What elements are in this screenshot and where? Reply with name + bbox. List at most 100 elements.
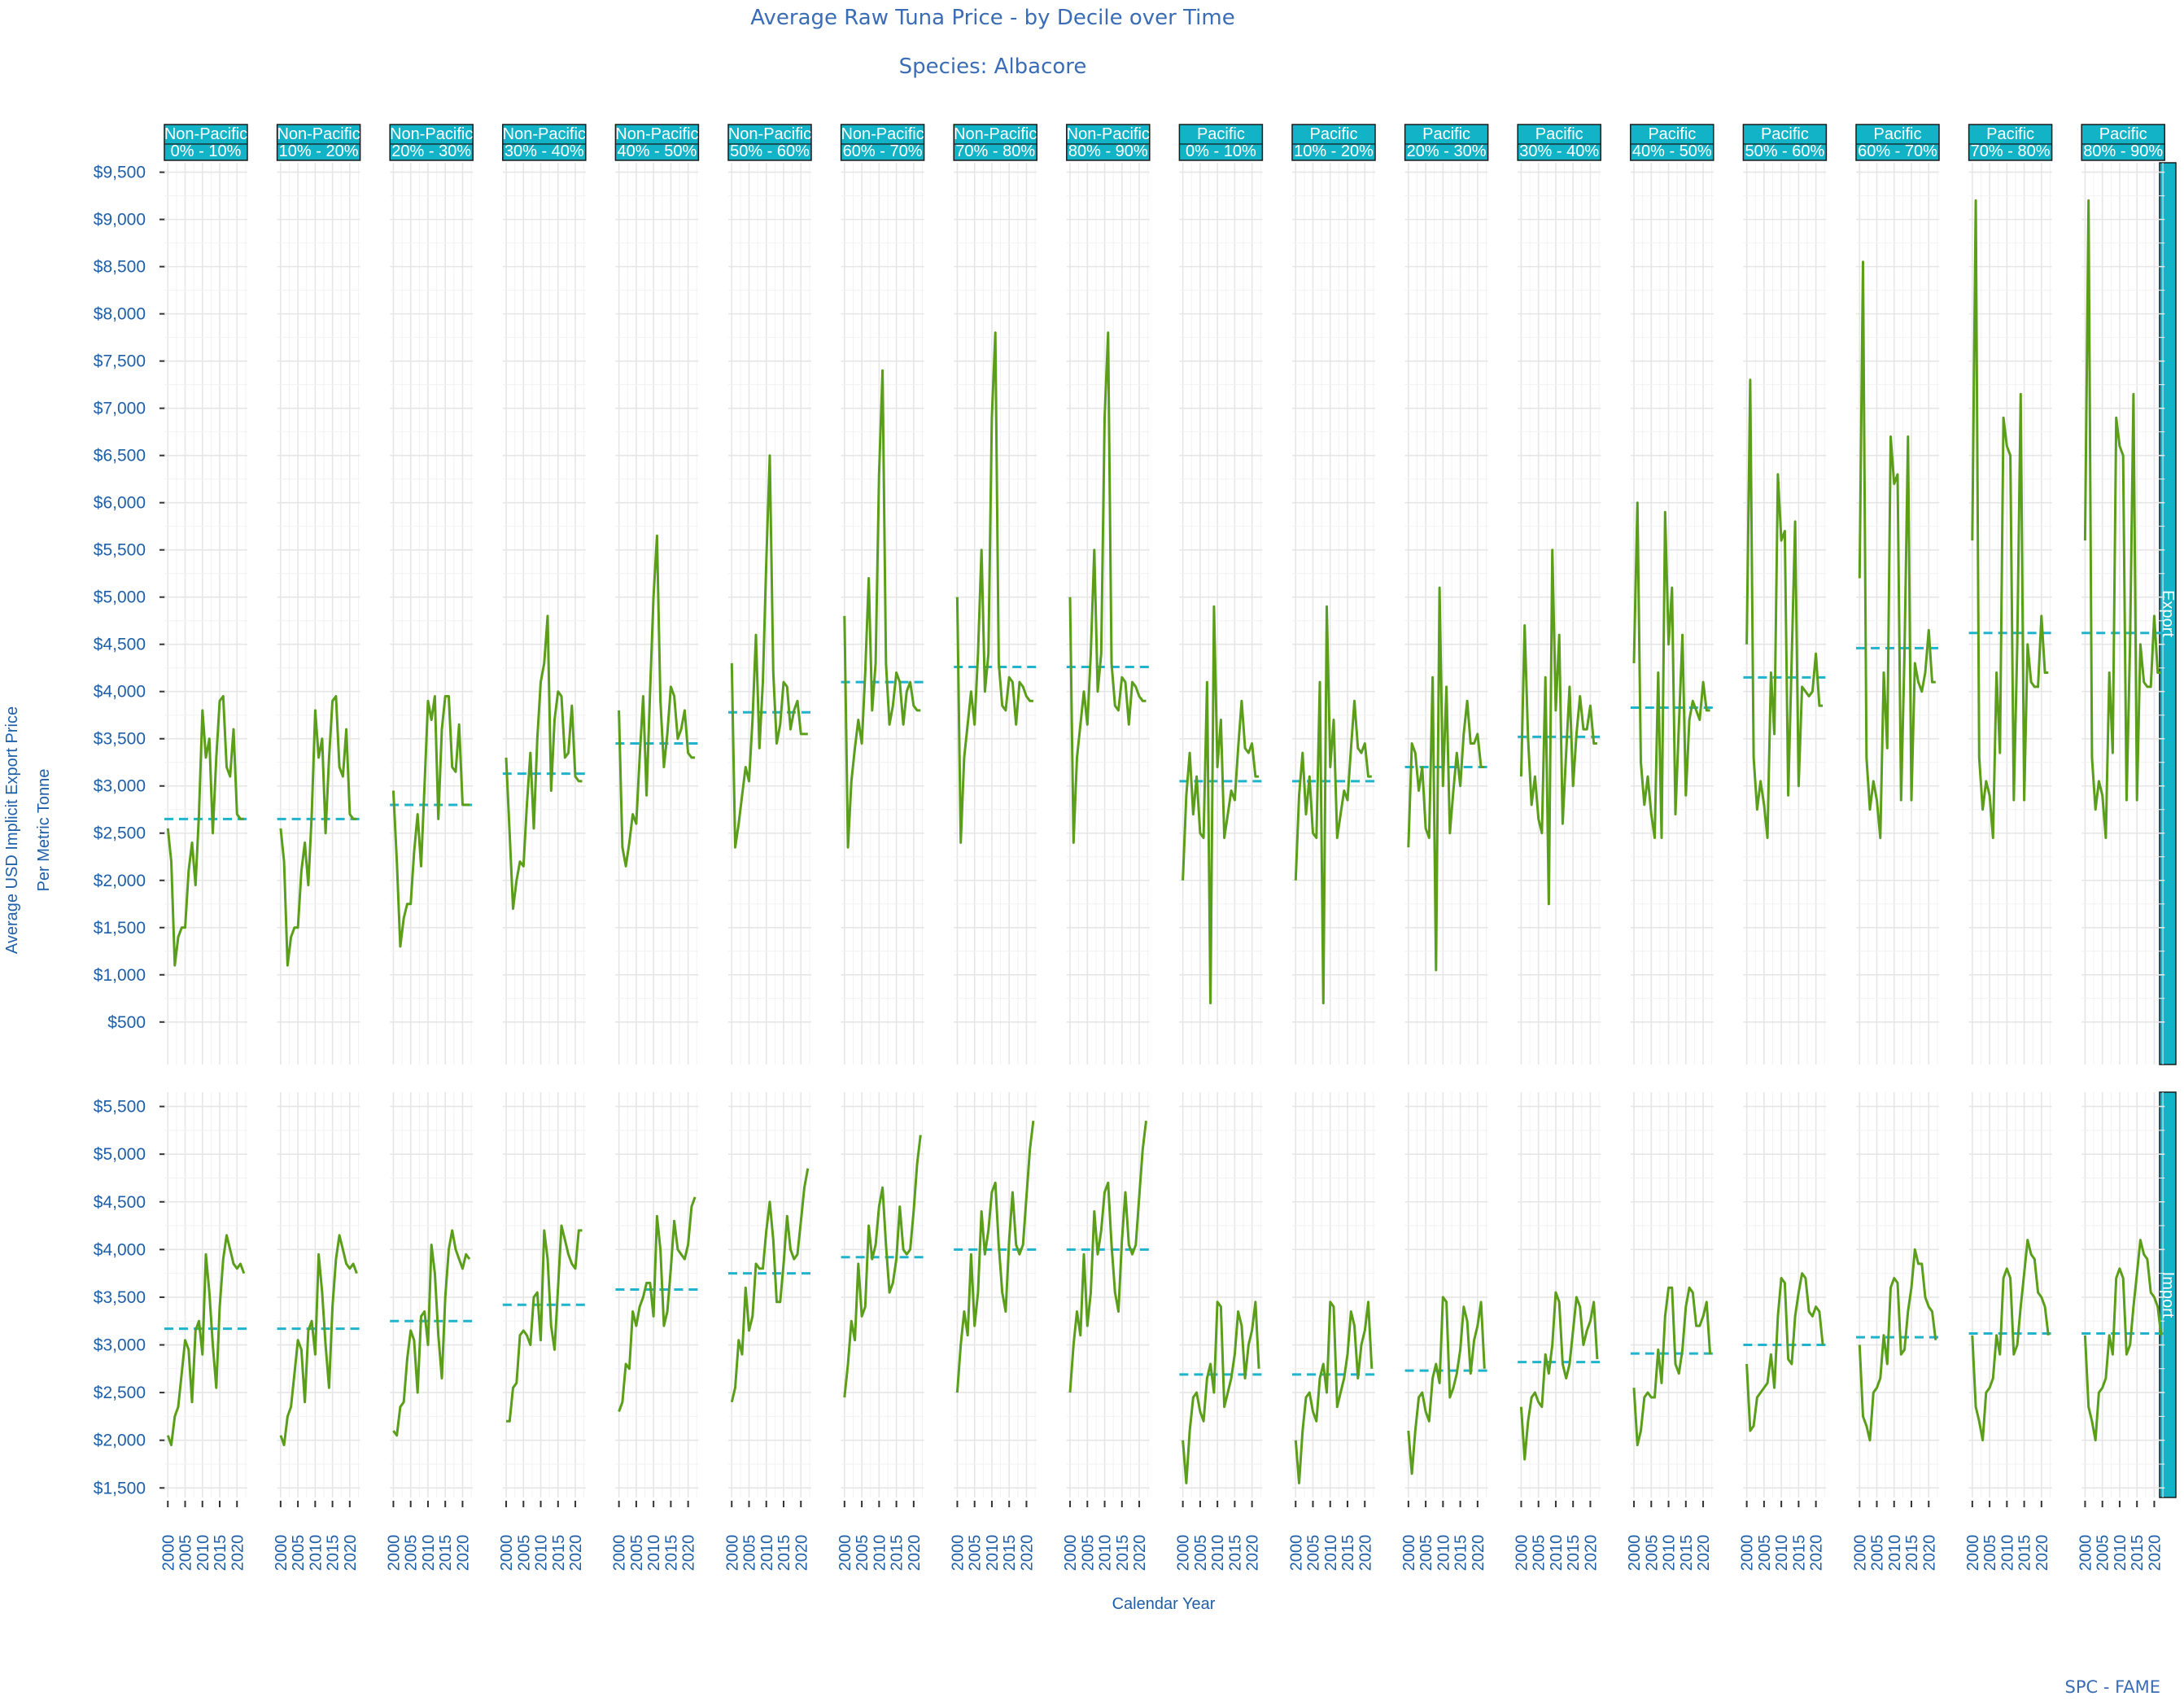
- x-tick-label: 2010: [758, 1535, 776, 1572]
- facet-strip-box: [1742, 124, 1828, 161]
- series-line: [2083, 1239, 2163, 1442]
- panel: [164, 163, 247, 1065]
- series-line: [730, 454, 808, 849]
- panel: [1518, 163, 1601, 1065]
- facet-strip-box: [389, 124, 474, 161]
- facet-region-label: Pacific: [1535, 125, 1583, 143]
- row-strip-label: Import: [2159, 1272, 2177, 1318]
- x-tick-label: 2020: [1244, 1535, 1262, 1572]
- x-tick-label: 2020: [793, 1535, 810, 1572]
- panel: [390, 1092, 474, 1497]
- x-tick-label: 2005: [741, 1535, 759, 1572]
- panel: [1179, 163, 1263, 1065]
- x-tick-label: 2020: [1808, 1535, 1826, 1572]
- x-tick-label: 2000: [611, 1535, 629, 1572]
- panel: [2081, 1092, 2165, 1497]
- y-tick-label: $2,000: [94, 872, 146, 890]
- y-tick-label: $9,500: [94, 164, 146, 182]
- x-tick-label: 2005: [854, 1535, 871, 1572]
- y-tick-label: $4,500: [94, 1193, 146, 1212]
- panel: [615, 163, 699, 1065]
- x-tick-label: 2000: [1964, 1535, 1982, 1572]
- facet-decile-label: 60% - 70%: [843, 142, 923, 160]
- x-tick-label: 2005: [1079, 1535, 1097, 1572]
- panel: [2081, 163, 2165, 1065]
- x-tick-label: 2015: [1114, 1535, 1132, 1572]
- x-tick-label: 2015: [2129, 1535, 2147, 1572]
- series-line: [1632, 501, 1710, 839]
- x-tick-label: 2015: [212, 1535, 229, 1572]
- series-line: [1971, 199, 2049, 839]
- facet-strip-box: [502, 124, 587, 161]
- panel: [502, 1092, 586, 1497]
- series-line: [955, 331, 1033, 844]
- facet-region-label: Non-Pacific: [615, 125, 698, 143]
- x-tick-label: 2005: [177, 1535, 195, 1572]
- x-tick-label: 2010: [984, 1535, 1002, 1572]
- x-tick-label: 2020: [2146, 1535, 2164, 1572]
- panel: [841, 163, 924, 1065]
- y-tick-label: $2,000: [94, 1432, 146, 1450]
- x-tick-label: 2005: [1531, 1535, 1548, 1572]
- facet-decile-label: 0% - 10%: [171, 142, 242, 160]
- panel: [1743, 163, 1827, 1065]
- facet-strip-box: [614, 124, 700, 161]
- facet-decile-label: 70% - 80%: [1971, 142, 2051, 160]
- panel: [277, 163, 360, 1065]
- y-tick-label: $3,500: [94, 1288, 146, 1307]
- x-tick-label: 2005: [1643, 1535, 1661, 1572]
- x-tick-label: 2010: [1097, 1535, 1115, 1572]
- x-tick-label: 2000: [949, 1535, 967, 1572]
- x-tick-label: 2005: [403, 1535, 421, 1572]
- x-tick-label: 2005: [1756, 1535, 1774, 1572]
- x-tick-label: 2015: [889, 1535, 906, 1572]
- x-tick-label: 2005: [628, 1535, 646, 1572]
- x-tick-label: 2010: [194, 1535, 212, 1572]
- x-tick-label: 2000: [1851, 1535, 1869, 1572]
- x-tick-label: 2000: [1626, 1535, 1644, 1572]
- series-line: [1407, 1296, 1486, 1475]
- x-tick-label: 2020: [1695, 1535, 1713, 1572]
- panel: [1179, 1092, 1263, 1497]
- x-tick-label: 2020: [342, 1535, 360, 1572]
- series-line: [1182, 1301, 1260, 1484]
- series-line: [1519, 1291, 1599, 1461]
- y-tick-label: $3,000: [94, 1336, 146, 1355]
- panel: [728, 163, 811, 1065]
- x-tick-label: 2020: [680, 1535, 698, 1572]
- x-tick-label: 2010: [533, 1535, 551, 1572]
- series-line: [1519, 549, 1597, 906]
- facet-decile-label: 30% - 40%: [1519, 142, 1599, 160]
- y-tick-label: $4,500: [94, 636, 146, 654]
- panel: [277, 1092, 360, 1497]
- facet-region-label: Non-Pacific: [164, 125, 247, 143]
- panel: [1630, 1092, 1714, 1497]
- facet-region-label: Pacific: [1422, 125, 1470, 143]
- x-tick-label: 2010: [871, 1535, 889, 1572]
- panel: [954, 163, 1037, 1065]
- x-tick-label: 2000: [1739, 1535, 1757, 1572]
- y-tick-label: $5,500: [94, 541, 146, 560]
- series-line: [1632, 1286, 1712, 1447]
- x-tick-label: 2000: [1513, 1535, 1531, 1572]
- x-tick-label: 2015: [1565, 1535, 1583, 1572]
- facet-decile-label: 40% - 50%: [617, 142, 697, 160]
- facet-strip-box: [953, 124, 1037, 161]
- facet-region-label: Non-Pacific: [503, 125, 586, 143]
- facet-strip-box: [1968, 124, 2053, 161]
- y-tick-label: $3,000: [94, 777, 146, 796]
- series-line: [506, 1224, 583, 1423]
- facet-decile-label: 80% - 90%: [1068, 142, 1148, 160]
- x-tick-label: 2005: [967, 1535, 985, 1572]
- y-tick-label: $9,000: [94, 211, 146, 230]
